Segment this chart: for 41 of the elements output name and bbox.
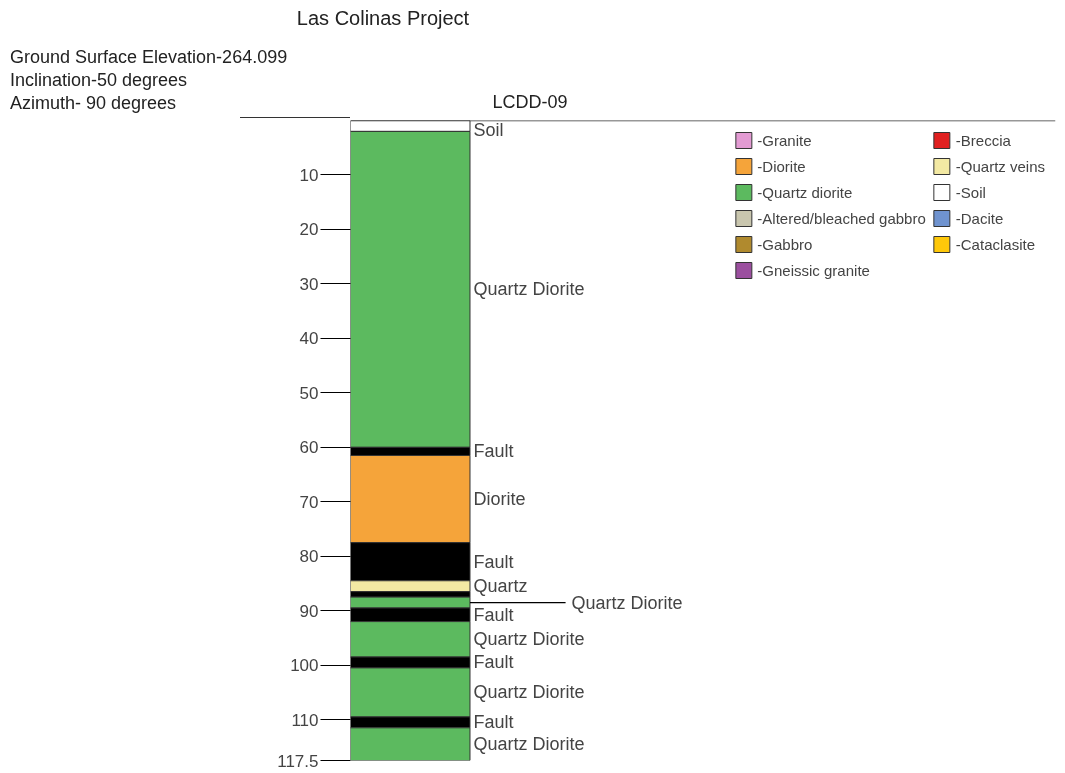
series-label: Fault — [473, 441, 514, 462]
series-label: Fault — [473, 712, 514, 733]
text: Azimuth- 90 degrees — [10, 92, 177, 116]
legend-label: -Gabbro — [757, 234, 813, 254]
y-tick-label: 117.5 — [277, 751, 319, 771]
series-label: Quartz Diorite — [473, 629, 585, 650]
legend-label: -Soil — [955, 182, 986, 202]
legend-label: -Breccia — [955, 130, 1011, 150]
series-label: Soil — [473, 120, 504, 141]
legend-label: -Cataclasite — [955, 234, 1035, 254]
legend-label: -Diorite — [757, 156, 806, 176]
y-tick-label: 40 — [299, 329, 319, 349]
text: Ground Surface Elevation-264.099 — [10, 46, 288, 70]
ref-line-label: LCDD-09 — [492, 91, 568, 115]
y-tick-label: 50 — [299, 383, 319, 403]
legend-label: -Granite — [757, 130, 812, 150]
y-tick-label: 110 — [291, 710, 319, 730]
text: Inclination-50 degrees — [10, 69, 188, 93]
series-label: Quartz Diorite — [473, 279, 585, 300]
y-tick-label: 80 — [299, 547, 319, 567]
series-label: Quartz Diorite — [473, 734, 585, 755]
series-label: Fault — [473, 551, 514, 572]
series-label: Quartz Diorite — [473, 682, 585, 703]
y-tick-label: 10 — [299, 165, 319, 185]
legend-label: -Altered/bleached gabbro — [757, 208, 926, 228]
y-tick-label: 70 — [299, 492, 319, 512]
text: Quartz Diorite — [571, 592, 683, 613]
y-tick-label: 20 — [299, 220, 319, 240]
legend-label: -Quartz diorite — [757, 182, 853, 202]
series-label: Quartz — [473, 576, 528, 597]
chart-title: Las Colinas Project — [296, 5, 470, 31]
legend-label: -Quartz veins — [955, 156, 1045, 176]
y-tick-label: 30 — [299, 274, 319, 294]
y-tick-label: 90 — [299, 601, 319, 621]
series-label: Fault — [473, 604, 514, 625]
y-tick-label: 100 — [290, 656, 319, 676]
series-label: Fault — [473, 652, 514, 673]
series-label: Diorite — [473, 489, 526, 510]
legend-label: -Gneissic granite — [757, 260, 870, 280]
legend-label: -Dacite — [955, 208, 1004, 228]
y-tick-label: 60 — [299, 438, 319, 458]
